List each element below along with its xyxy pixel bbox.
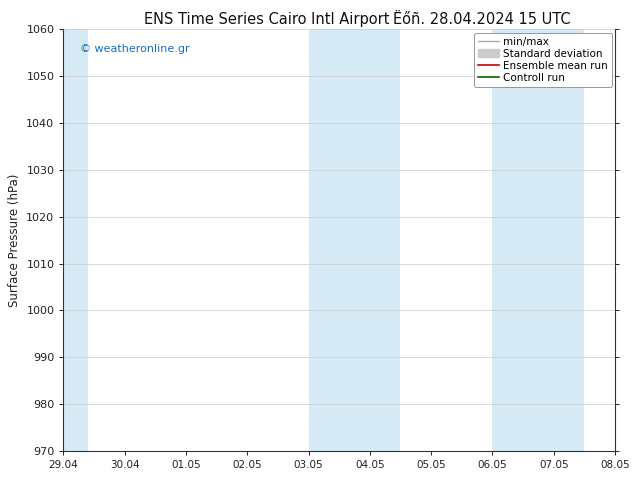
Legend: min/max, Standard deviation, Ensemble mean run, Controll run: min/max, Standard deviation, Ensemble me… xyxy=(474,32,612,87)
Y-axis label: Surface Pressure (hPa): Surface Pressure (hPa) xyxy=(8,173,21,307)
Bar xyxy=(57,29,88,451)
Text: Ëőñ. 28.04.2024 15 UTC: Ëőñ. 28.04.2024 15 UTC xyxy=(393,12,571,27)
Text: ENS Time Series Cairo Intl Airport: ENS Time Series Cairo Intl Airport xyxy=(143,12,389,27)
Text: © weatheronline.gr: © weatheronline.gr xyxy=(80,44,190,54)
Bar xyxy=(493,29,585,451)
Bar xyxy=(309,29,401,451)
